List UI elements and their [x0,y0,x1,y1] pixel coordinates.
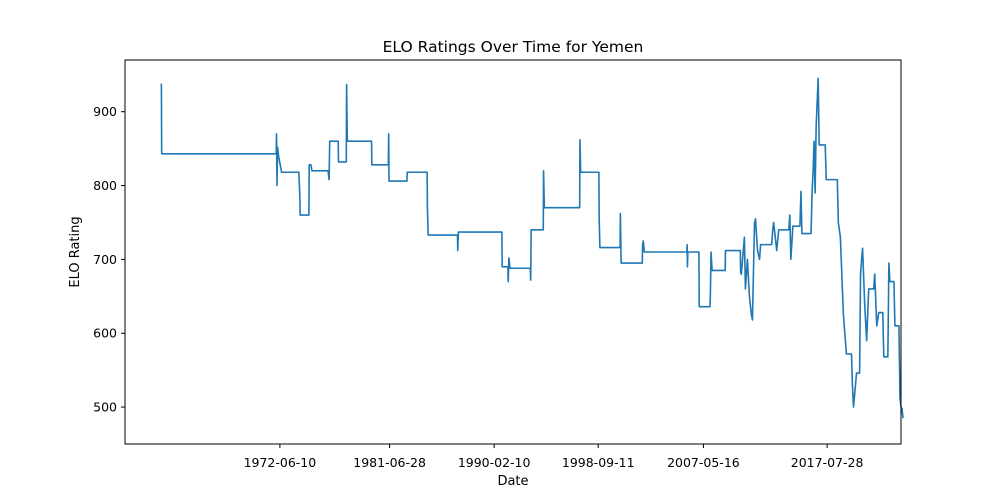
chart-title: ELO Ratings Over Time for Yemen [383,38,644,56]
x-tick-label-0: 1972-06-10 [244,455,317,470]
series-line-0 [160,77,904,419]
y-tick-label-3: 800 [93,178,117,193]
y-tick-label-2: 700 [93,252,117,267]
x-tick-label-2: 1990-02-10 [458,455,531,470]
y-tick-label-4: 900 [93,104,117,119]
x-tick-label-3: 1998-09-11 [562,455,635,470]
x-tick-label-1: 1981-06-28 [353,455,426,470]
x-tick-label-4: 2007-05-16 [667,455,740,470]
x-axis: 1972-06-10 1981-06-28 1990-02-10 1998-09-11… [244,444,864,470]
y-tick-label-1: 600 [93,326,117,341]
x-axis-label: Date [497,474,528,489]
y-axis-label: ELO Rating [68,216,83,287]
y-axis: 500 600 700 800 900 [93,104,125,415]
x-tick-label-5: 2017-07-28 [791,455,864,470]
axes-frame [124,59,902,445]
y-tick-label-0: 500 [93,400,117,415]
plot-area [160,77,904,419]
